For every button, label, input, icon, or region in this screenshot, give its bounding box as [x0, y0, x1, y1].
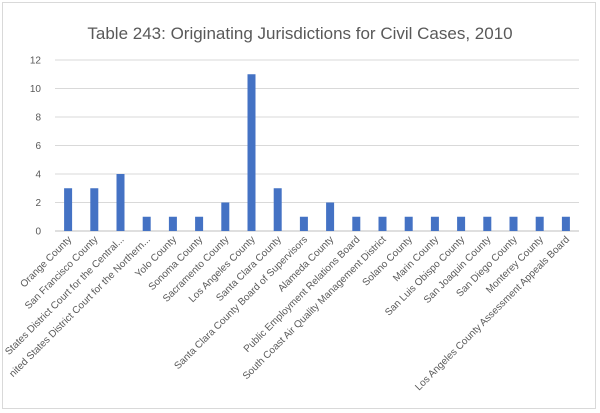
bar [352, 216, 361, 231]
bar [299, 216, 308, 231]
bar [457, 216, 466, 231]
bar [483, 216, 492, 231]
y-tick-label: 8 [35, 113, 41, 124]
bar [90, 188, 99, 231]
bar [221, 202, 230, 231]
bar [64, 188, 73, 231]
bar [273, 188, 282, 231]
bar [404, 216, 413, 231]
y-tick-label: 4 [35, 170, 41, 181]
bar [430, 216, 439, 231]
y-tick-label: 2 [35, 198, 41, 209]
chart-area: Table 243: Originating Jurisdictions for… [2, 2, 596, 409]
bar [168, 216, 177, 231]
bar-chart: Table 243: Originating Jurisdictions for… [3, 24, 579, 393]
chart-title: Table 243: Originating Jurisdictions for… [87, 24, 512, 43]
bar [247, 74, 256, 231]
y-tick-label: 6 [35, 141, 41, 152]
bar [142, 216, 151, 231]
y-tick-label: 12 [30, 56, 42, 67]
bar [378, 216, 387, 231]
bar [326, 202, 335, 231]
y-tick-label: 10 [30, 84, 42, 95]
bar [509, 216, 518, 231]
bar [195, 216, 204, 231]
bar [535, 216, 544, 231]
bar [116, 174, 125, 231]
y-tick-label: 0 [35, 227, 41, 238]
x-tick-label: States District Court for the Central... [3, 234, 126, 357]
bar [561, 216, 570, 231]
